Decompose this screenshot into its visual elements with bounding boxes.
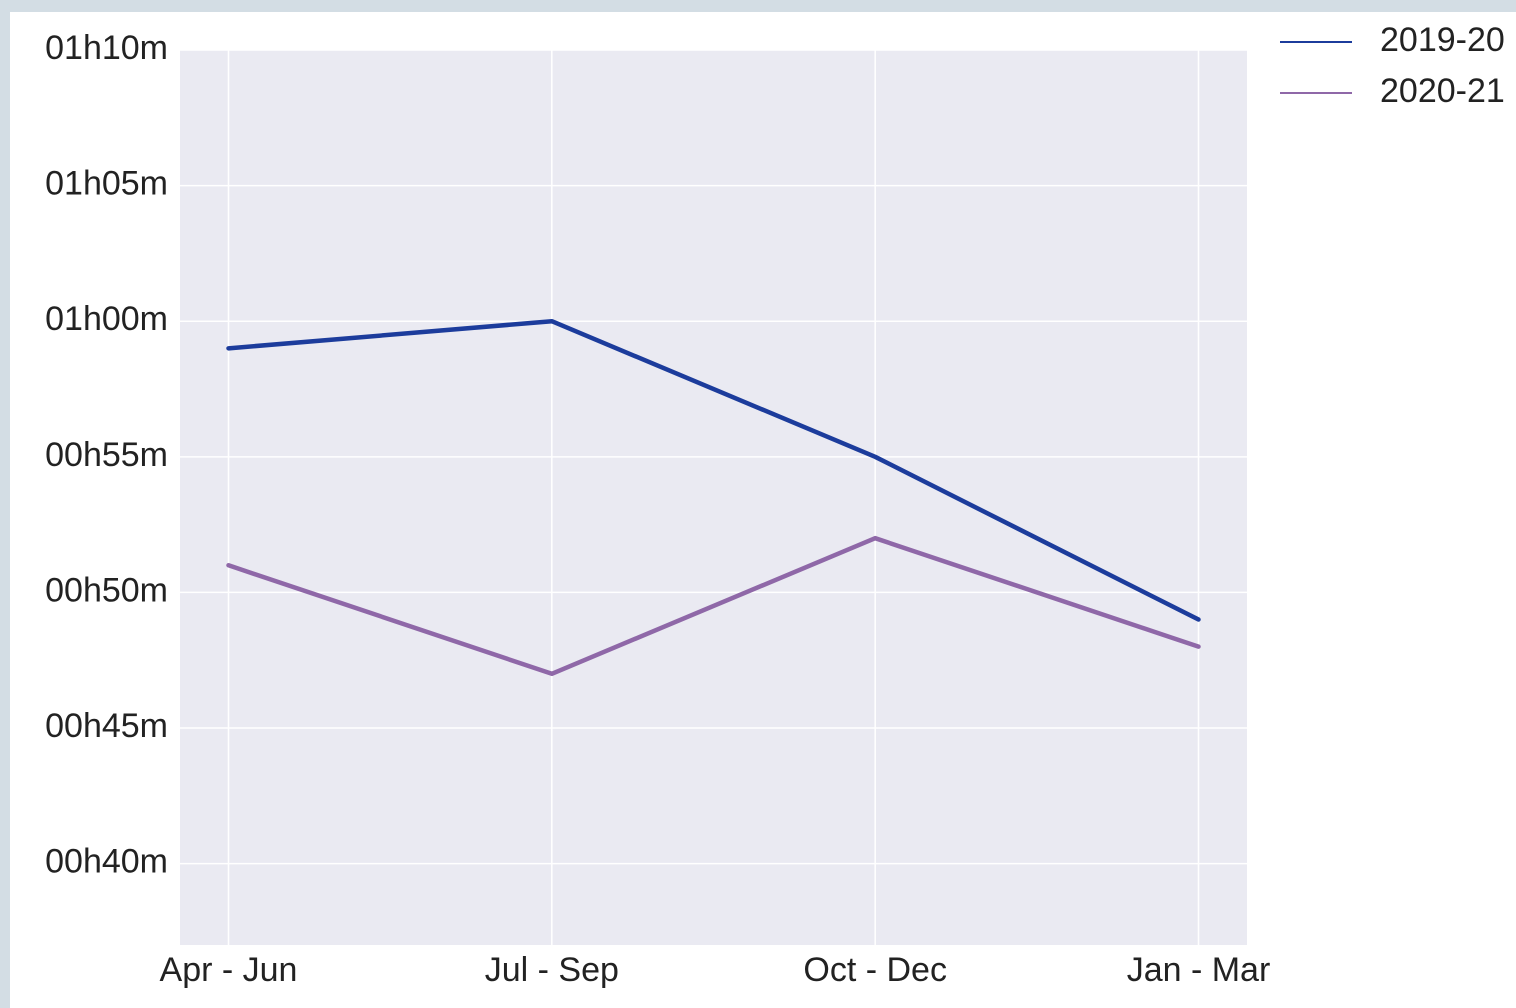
y-tick-label: 01h10m — [45, 29, 168, 67]
legend-label: 2020-21 — [1380, 72, 1505, 110]
plot-area — [180, 50, 1247, 945]
x-tick-label: Oct - Dec — [803, 951, 947, 989]
x-tick-label: Apr - Jun — [160, 951, 298, 989]
series-line — [226, 318, 1201, 622]
y-tick-label: 00h45m — [45, 707, 168, 745]
y-tick-label: 00h40m — [45, 843, 168, 881]
y-tick-label: 01h00m — [45, 300, 168, 338]
y-tick-label: 00h50m — [45, 571, 168, 609]
y-tick-label: 01h05m — [45, 165, 168, 203]
legend-label: 2019-20 — [1380, 21, 1505, 59]
chart: 00h40m 00h45m 00h50m 00h55m 01h00m 01h05m 01h1… — [10, 12, 1516, 1008]
series-line — [226, 535, 1201, 677]
y-tick-label: 00h55m — [45, 436, 168, 474]
x-tick-label: Jul - Sep — [485, 951, 619, 989]
x-tick-label: Jan - Mar — [1127, 951, 1271, 989]
